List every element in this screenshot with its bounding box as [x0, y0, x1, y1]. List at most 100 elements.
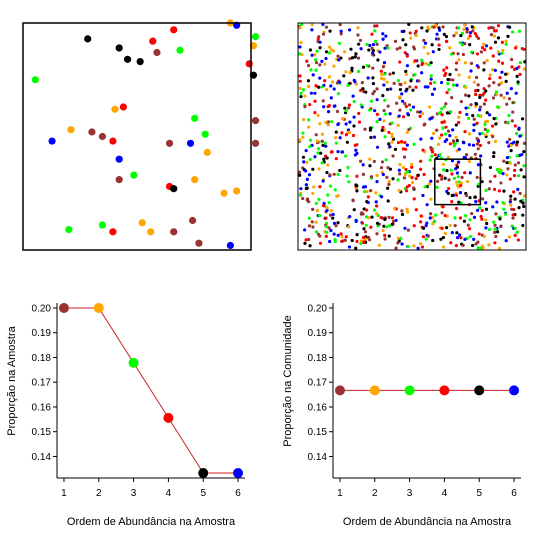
community-point [460, 175, 464, 180]
community-point [343, 238, 347, 242]
community-point [521, 223, 525, 228]
community-point [511, 110, 515, 114]
community-point [325, 156, 329, 160]
sample-point [176, 46, 184, 54]
community-point [441, 162, 446, 166]
community-point [303, 228, 307, 232]
community-point [388, 112, 392, 116]
community-point [501, 48, 505, 53]
community-point [431, 131, 436, 136]
community-point [444, 34, 449, 39]
community-point [426, 85, 430, 89]
community-point [327, 75, 332, 79]
community-point [381, 65, 385, 69]
community-point [522, 141, 527, 145]
community-point [519, 168, 523, 172]
community-point [420, 111, 424, 116]
community-point [432, 80, 437, 84]
community-point [304, 186, 308, 191]
series-line [63, 307, 239, 474]
community-point [298, 74, 302, 78]
community-point [339, 56, 343, 60]
community-point [454, 193, 459, 197]
community-point [398, 46, 402, 50]
community-point [328, 184, 333, 188]
community-point [493, 223, 497, 227]
community-point [479, 214, 483, 219]
community-point [388, 72, 392, 76]
community-point [440, 113, 444, 117]
community-point [507, 97, 512, 101]
y-tick-label: 0.19 [308, 328, 328, 339]
community-point [398, 163, 402, 167]
community-point [306, 79, 311, 83]
community-point [423, 85, 427, 89]
community-point [517, 206, 521, 210]
community-point [518, 61, 523, 65]
y-tick-label: 0.20 [308, 303, 328, 314]
community-point [310, 23, 314, 27]
community-point [446, 129, 451, 133]
community-point [328, 239, 332, 244]
community-point [390, 132, 394, 136]
community-point [487, 141, 491, 145]
community-point [409, 162, 414, 166]
community-point [325, 208, 329, 212]
sample-point [165, 139, 174, 147]
community-point [311, 225, 315, 229]
community-point [405, 143, 409, 147]
community-point [459, 183, 463, 188]
community-point [375, 179, 379, 184]
community-point [513, 168, 517, 172]
community-point [367, 48, 371, 52]
community-point [339, 32, 343, 36]
community-rank-abundance-panel: Ordem de Abundância na Amostra Proporção… [282, 303, 521, 528]
community-point [429, 61, 433, 65]
community-point [386, 46, 390, 50]
community-point [298, 45, 302, 49]
data-point [233, 468, 244, 479]
community-point [361, 163, 365, 167]
sampling-window-box [434, 158, 482, 206]
community-point [335, 109, 340, 114]
community-point [329, 150, 333, 154]
community-point [512, 190, 516, 194]
community-point [480, 208, 484, 213]
community-point [403, 51, 407, 55]
community-point [392, 81, 396, 85]
community-point [322, 105, 326, 109]
community-point [375, 145, 380, 149]
community-point [424, 237, 428, 241]
community-point [309, 91, 314, 95]
community-point [509, 194, 513, 198]
sample-point [191, 114, 199, 122]
community-point [369, 225, 373, 229]
community-point [375, 87, 379, 91]
community-point [443, 231, 448, 236]
community-point [515, 230, 519, 234]
community-point [492, 116, 496, 121]
community-point [470, 25, 474, 29]
community-point [493, 68, 497, 72]
community-point [314, 68, 318, 72]
community-point [475, 137, 479, 141]
community-point [354, 246, 358, 250]
community-point [297, 170, 302, 174]
community-point [358, 38, 363, 43]
community-point [472, 237, 476, 241]
community-point [496, 24, 501, 28]
community-point [336, 172, 340, 177]
community-point [355, 239, 359, 244]
community-point [477, 232, 481, 236]
y-tick-label: 0.16 [32, 402, 52, 413]
community-point [398, 60, 402, 64]
community-point [313, 155, 317, 159]
community-point [333, 188, 337, 192]
community-point [455, 165, 460, 169]
community-point [328, 29, 332, 33]
community-point [348, 70, 352, 75]
community-point [371, 81, 375, 86]
community-point [472, 80, 477, 84]
community-point [371, 66, 375, 70]
sample-point [98, 132, 107, 141]
